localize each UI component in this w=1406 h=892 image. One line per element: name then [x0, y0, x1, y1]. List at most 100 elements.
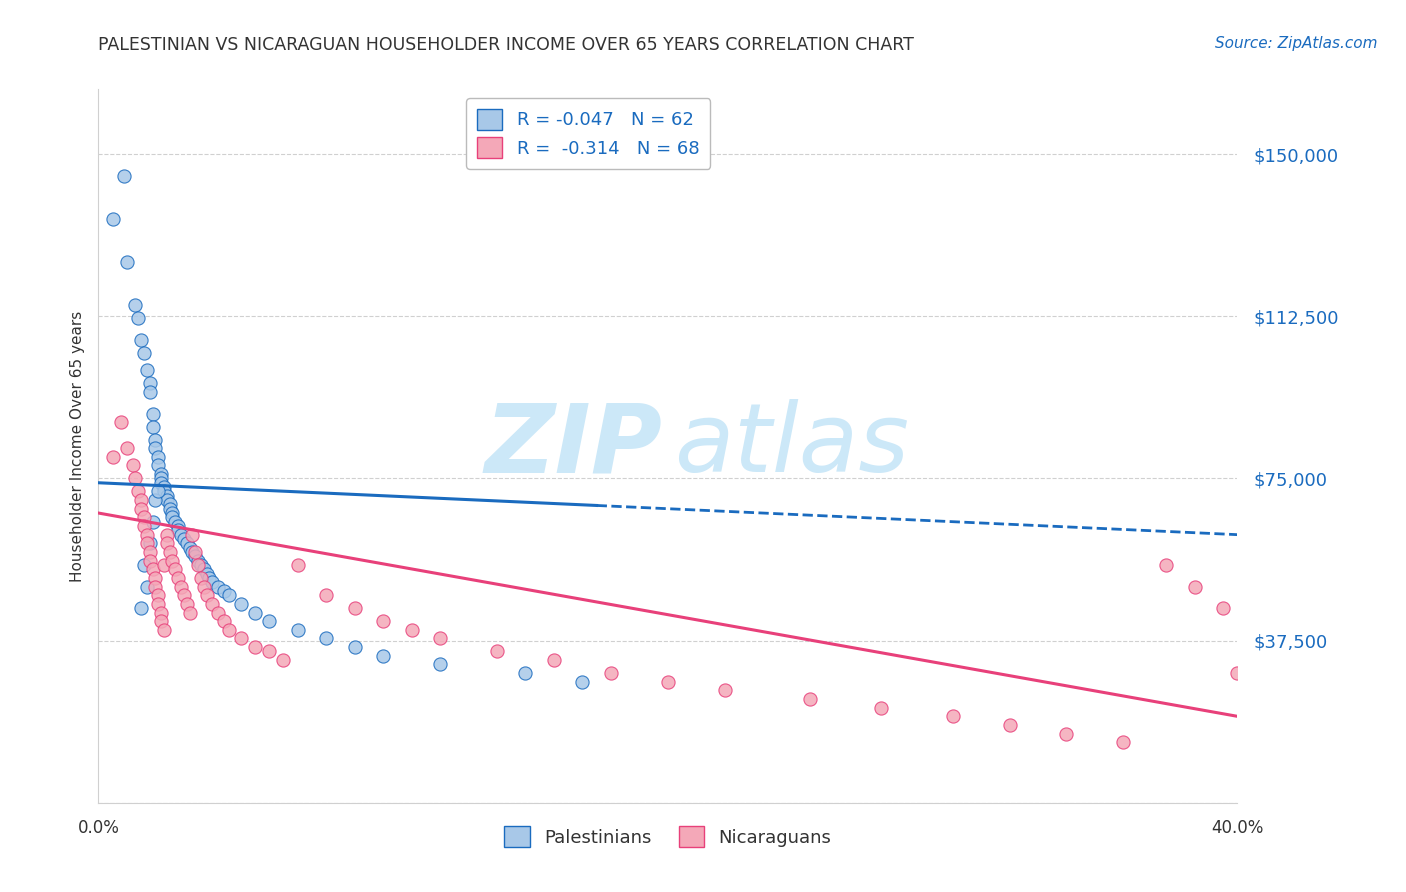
Point [173, 588, 195, 602]
Point [148, 597, 170, 611]
Point [176, 597, 198, 611]
Point [184, 545, 207, 559]
Point [115, 255, 138, 269]
Point [429, 657, 451, 672]
Point [129, 501, 152, 516]
Point [429, 632, 451, 646]
Point [187, 553, 209, 567]
Point [212, 614, 235, 628]
Point [657, 674, 679, 689]
Point [145, 441, 167, 455]
Point [714, 683, 737, 698]
Point [1154, 558, 1177, 572]
Text: atlas: atlas [673, 400, 908, 492]
Text: ZIP: ZIP [484, 400, 662, 492]
Point [212, 583, 235, 598]
Point [343, 601, 366, 615]
Point [187, 558, 209, 572]
Point [124, 298, 146, 312]
Point [543, 653, 565, 667]
Point [401, 623, 423, 637]
Point [138, 384, 160, 399]
Point [145, 433, 167, 447]
Point [193, 562, 215, 576]
Point [870, 700, 893, 714]
Point [373, 614, 395, 628]
Point [135, 536, 157, 550]
Point [115, 441, 138, 455]
Point [145, 571, 167, 585]
Point [150, 471, 173, 485]
Point [148, 458, 170, 473]
Point [138, 553, 160, 567]
Point [1212, 601, 1234, 615]
Point [141, 407, 163, 421]
Point [173, 532, 195, 546]
Point [159, 501, 181, 516]
Point [218, 588, 240, 602]
Point [1112, 735, 1135, 749]
Point [243, 640, 266, 654]
Point [156, 536, 179, 550]
Text: PALESTINIAN VS NICARAGUAN HOUSEHOLDER INCOME OVER 65 YEARS CORRELATION CHART: PALESTINIAN VS NICARAGUAN HOUSEHOLDER IN… [98, 36, 914, 54]
Point [159, 497, 181, 511]
Point [179, 541, 201, 555]
Point [150, 614, 173, 628]
Point [259, 614, 281, 628]
Point [193, 580, 215, 594]
Point [101, 211, 124, 226]
Point [167, 519, 190, 533]
Point [229, 597, 252, 611]
Point [315, 588, 337, 602]
Point [190, 558, 212, 572]
Point [998, 718, 1021, 732]
Point [218, 623, 240, 637]
Point [145, 493, 167, 508]
Point [181, 527, 204, 541]
Point [124, 471, 146, 485]
Point [153, 558, 176, 572]
Point [159, 545, 181, 559]
Point [167, 524, 190, 538]
Point [179, 606, 201, 620]
Point [138, 545, 160, 559]
Point [170, 580, 193, 594]
Point [129, 333, 152, 347]
Point [138, 376, 160, 391]
Point [127, 311, 149, 326]
Point [195, 566, 218, 581]
Point [141, 515, 163, 529]
Point [145, 580, 167, 594]
Point [273, 653, 295, 667]
Point [121, 458, 143, 473]
Point [315, 632, 337, 646]
Point [1056, 726, 1078, 740]
Point [201, 575, 224, 590]
Point [167, 571, 190, 585]
Point [127, 484, 149, 499]
Point [153, 623, 176, 637]
Point [201, 597, 224, 611]
Point [150, 606, 173, 620]
Point [184, 549, 207, 564]
Y-axis label: Householder Income Over 65 years: Householder Income Over 65 years [69, 310, 84, 582]
Point [138, 536, 160, 550]
Point [148, 484, 170, 499]
Point [132, 510, 155, 524]
Point [129, 493, 152, 508]
Point [243, 606, 266, 620]
Point [207, 580, 229, 594]
Point [148, 450, 170, 464]
Point [343, 640, 366, 654]
Point [129, 601, 152, 615]
Legend: Palestinians, Nicaraguans: Palestinians, Nicaraguans [498, 819, 838, 855]
Point [150, 467, 173, 482]
Point [1184, 580, 1206, 594]
Point [571, 674, 593, 689]
Point [259, 644, 281, 658]
Point [132, 346, 155, 360]
Point [162, 510, 184, 524]
Point [799, 692, 821, 706]
Point [229, 632, 252, 646]
Point [942, 709, 965, 723]
